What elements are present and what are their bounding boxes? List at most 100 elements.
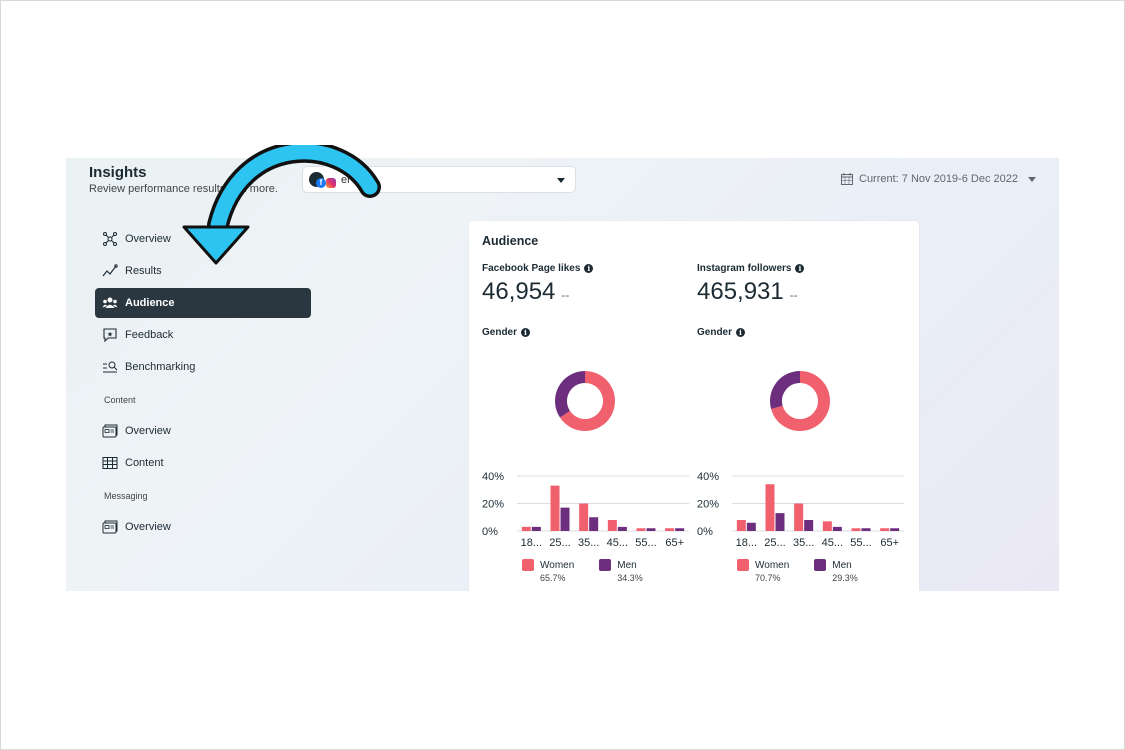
chevron-down-icon <box>557 178 565 183</box>
sidebar-item-label: Overview <box>125 425 171 437</box>
y-tick-label: 0% <box>482 526 498 538</box>
x-tick-label: 65+ <box>880 537 899 548</box>
gender-title: Gender <box>482 327 518 338</box>
bar-women-5[interactable] <box>665 528 675 531</box>
bar-men-2[interactable] <box>804 520 814 531</box>
legend-item-women: Women 70.7% <box>737 559 789 583</box>
date-range-label: Current: 7 Nov 2019-6 Dec 2022 <box>859 173 1018 185</box>
age-bar-chart: 40% 20% 0% 18... 25... 35... 45... 55... 65+ <box>697 471 904 548</box>
info-icon[interactable]: i <box>736 328 746 337</box>
metric-delta: -- <box>561 288 570 302</box>
instagram-followers-value: 465,931 <box>697 278 784 305</box>
cards-icon <box>102 424 118 438</box>
bar-women-2[interactable] <box>794 503 804 532</box>
account-name: er <box>341 174 351 186</box>
bar-men-1[interactable] <box>775 513 785 531</box>
page-title: Insights <box>89 164 147 181</box>
instagram-icon <box>326 178 336 188</box>
x-tick-label: 18... <box>736 537 757 548</box>
legend-percent: 34.3% <box>617 573 643 583</box>
info-icon[interactable]: i <box>584 264 594 273</box>
bar-men-4[interactable] <box>861 528 871 531</box>
bar-men-5[interactable] <box>890 528 900 531</box>
bar-men-0[interactable] <box>531 526 541 531</box>
bar-women-1[interactable] <box>550 485 560 531</box>
y-tick-label: 20% <box>697 499 719 511</box>
y-tick-label: 40% <box>697 471 719 483</box>
nav-section-messaging: Messaging <box>104 491 148 501</box>
date-range-picker[interactable]: Current: 7 Nov 2019-6 Dec 2022 <box>841 173 1036 185</box>
bar-men-5[interactable] <box>675 528 685 531</box>
donut-slice-men[interactable] <box>555 371 586 418</box>
sidebar-item-feedback[interactable]: ★ Feedback <box>95 320 311 350</box>
gender-label: Gender i <box>482 327 531 338</box>
bar-women-4[interactable] <box>851 528 861 531</box>
legend-label: Women <box>755 559 790 571</box>
bar-men-1[interactable] <box>560 507 570 531</box>
chart-legend: Women 70.7% Men 29.3% <box>737 559 858 583</box>
donut-slice-women[interactable] <box>771 371 830 431</box>
sidebar-item-results[interactable]: Results <box>95 256 311 286</box>
legend-swatch-men <box>814 559 827 571</box>
trend-icon <box>102 264 118 277</box>
bar-women-5[interactable] <box>880 528 890 531</box>
x-tick-label: 25... <box>549 537 570 548</box>
facebook-column: Facebook Page likes i 46,954 -- Gender i… <box>482 263 692 591</box>
x-tick-label: 45... <box>822 537 843 548</box>
bar-men-3[interactable] <box>832 526 842 531</box>
legend-swatch-women <box>522 559 534 571</box>
facebook-icon: f <box>316 178 326 188</box>
sidebar-item-messaging-overview[interactable]: Overview <box>95 512 311 542</box>
sidebar-item-label: Overview <box>125 233 171 245</box>
bar-women-3[interactable] <box>607 520 617 531</box>
gender-donut-chart <box>770 371 830 431</box>
x-tick-label: 45... <box>607 537 628 548</box>
x-tick-label: 55... <box>850 537 871 548</box>
y-tick-label: 40% <box>482 471 504 483</box>
insights-app: Insights Review performance results and … <box>66 158 1059 591</box>
bar-women-0[interactable] <box>521 526 531 531</box>
curved-arrow-annotation <box>182 145 381 265</box>
legend-label: Men <box>617 559 637 571</box>
sidebar-item-audience[interactable]: Audience <box>95 288 311 318</box>
gender-title: Gender <box>697 327 733 338</box>
legend-percent: 70.7% <box>755 573 781 583</box>
facebook-likes-label: Facebook Page likes <box>482 263 581 274</box>
sidebar-item-label: Content <box>125 457 164 469</box>
sidebar-nav: Overview Results Audience ★ <box>95 224 311 544</box>
chevron-down-icon <box>1027 176 1036 182</box>
cards-icon <box>102 520 118 534</box>
bar-women-0[interactable] <box>736 520 746 531</box>
bar-men-0[interactable] <box>746 522 756 531</box>
sidebar-item-content[interactable]: Content <box>95 448 311 478</box>
instagram-followers-label: Instagram followers <box>697 263 792 274</box>
bar-women-4[interactable] <box>636 528 646 531</box>
x-tick-label: 35... <box>793 537 814 548</box>
search-list-icon <box>103 361 118 373</box>
metric-value: 46,954 -- <box>482 278 692 306</box>
sidebar-item-label: Audience <box>125 297 175 309</box>
chart-legend: Women 65.7% Men 34.3% <box>522 559 643 583</box>
sidebar-item-overview[interactable]: Overview <box>95 224 311 254</box>
facebook-likes-value: 46,954 <box>482 278 556 305</box>
x-tick-label: 35... <box>578 537 599 548</box>
svg-text:★: ★ <box>107 331 113 339</box>
bar-men-2[interactable] <box>589 517 599 531</box>
donut-slice-women[interactable] <box>559 371 615 431</box>
x-tick-label: 18... <box>521 537 542 548</box>
legend-item-women: Women 65.7% <box>522 559 574 583</box>
sidebar-item-content-overview[interactable]: Overview <box>95 416 311 446</box>
info-icon[interactable]: i <box>795 264 805 273</box>
y-tick-label: 20% <box>482 499 504 511</box>
sidebar-item-benchmarking[interactable]: Benchmarking <box>95 352 311 382</box>
bar-women-3[interactable] <box>822 521 832 531</box>
bar-men-3[interactable] <box>617 526 627 531</box>
speech-bubble-icon: ★ <box>103 328 117 343</box>
info-icon[interactable]: i <box>521 328 531 337</box>
x-tick-label: 65+ <box>665 537 684 548</box>
bar-men-4[interactable] <box>646 528 656 531</box>
bar-women-1[interactable] <box>765 484 775 531</box>
instagram-column: Instagram followers i 465,931 -- Gender … <box>697 263 907 591</box>
bar-women-2[interactable] <box>579 503 589 532</box>
donut-slice-men[interactable] <box>770 371 801 410</box>
